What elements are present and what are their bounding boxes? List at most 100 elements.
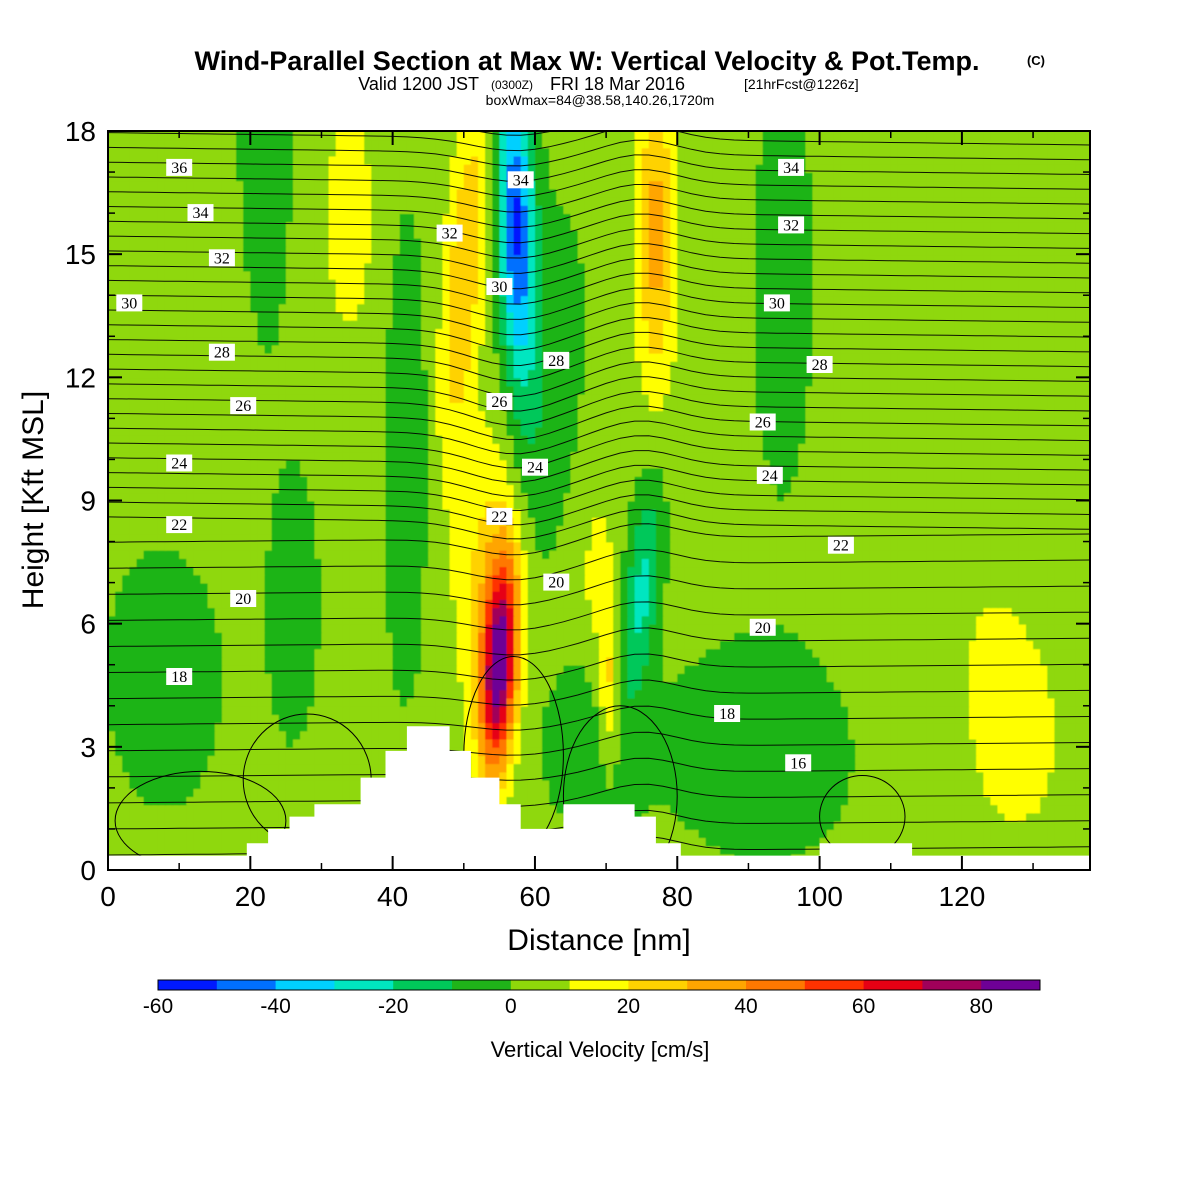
w-cell: [1054, 796, 1063, 806]
w-cell: [1026, 828, 1034, 838]
w-cell: [855, 582, 864, 592]
w-cell: [214, 623, 223, 633]
w-cell: [264, 631, 273, 641]
w-cell: [172, 845, 180, 855]
w-cell: [1026, 796, 1034, 806]
w-cell: [1054, 607, 1063, 617]
w-cell: [855, 796, 864, 806]
w-cell: [221, 779, 230, 789]
w-cell: [634, 640, 643, 650]
w-cell: [755, 763, 764, 773]
w-cell: [670, 828, 679, 838]
w-cell: [919, 730, 928, 740]
w-cell: [214, 828, 223, 838]
w-cell: [591, 714, 600, 724]
w-cell: [648, 779, 657, 789]
w-cell: [314, 738, 323, 748]
w-cell: [584, 755, 593, 765]
w-cell: [229, 796, 237, 806]
w-cell: [221, 820, 230, 830]
w-cell: [720, 664, 728, 674]
w-cell: [727, 648, 736, 658]
w-cell: [762, 804, 771, 814]
w-cell: [129, 714, 138, 724]
w-cell: [300, 631, 309, 641]
w-cell: [720, 845, 728, 855]
w-cell: [812, 787, 821, 797]
w-cell: [129, 771, 138, 781]
w-cell: [1075, 730, 1084, 740]
w-cell: [905, 689, 913, 699]
w-cell: [883, 607, 892, 617]
w-cell: [221, 664, 230, 674]
w-cell: [385, 714, 394, 724]
w-cell: [826, 804, 835, 814]
w-cell: [691, 837, 700, 847]
w-cell: [485, 631, 494, 641]
w-cell: [164, 763, 173, 773]
w-cell: [705, 623, 714, 633]
w-cell: [321, 746, 330, 756]
w-cell: [364, 631, 373, 641]
w-cell: [513, 763, 522, 773]
w-cell: [478, 607, 486, 617]
w-cell: [264, 746, 273, 756]
w-cell: [563, 623, 572, 633]
w-cell: [535, 722, 543, 732]
w-cell: [378, 738, 387, 748]
w-cell: [392, 582, 401, 592]
w-cell: [919, 689, 928, 699]
w-cell: [442, 714, 451, 724]
w-cell: [392, 738, 401, 748]
w-cell: [428, 664, 437, 674]
w-cell: [349, 771, 358, 781]
w-cell: [677, 714, 686, 724]
w-cell: [912, 845, 921, 855]
w-cell: [300, 796, 309, 806]
w-cell: [791, 640, 800, 650]
w-cell: [1040, 599, 1049, 609]
w-cell: [727, 607, 736, 617]
w-cell: [648, 590, 657, 600]
w-cell: [492, 607, 501, 617]
w-cell: [478, 746, 486, 756]
w-cell: [1033, 656, 1042, 666]
forecast-info: [21hrFcst@1226z]: [744, 76, 859, 92]
w-cell: [769, 746, 778, 756]
w-cell: [627, 689, 636, 699]
w-cell: [684, 615, 693, 625]
w-cell: [655, 804, 664, 814]
w-cell: [314, 582, 323, 592]
w-cell: [186, 574, 195, 584]
w-cell: [755, 582, 764, 592]
w-cell: [115, 722, 124, 732]
w-cell: [285, 599, 294, 609]
w-cell: [236, 755, 245, 765]
w-cell: [1026, 845, 1034, 855]
w-cell: [890, 763, 899, 773]
w-cell: [535, 738, 543, 748]
w-cell: [997, 771, 1006, 781]
w-cell: [1018, 771, 1027, 781]
w-cell: [492, 582, 501, 592]
w-cell: [776, 599, 785, 609]
w-cell: [271, 590, 280, 600]
w-cell: [840, 796, 849, 806]
w-cell: [805, 812, 814, 822]
w-cell: [805, 779, 814, 789]
w-cell: [357, 689, 366, 699]
w-cell: [599, 796, 607, 806]
w-cell: [712, 746, 721, 756]
w-cell: [784, 590, 792, 600]
w-cell: [136, 566, 145, 576]
w-cell: [563, 689, 572, 699]
w-cell: [513, 697, 522, 707]
w-cell: [1061, 746, 1070, 756]
w-cell: [584, 631, 593, 641]
w-cell: [734, 837, 743, 847]
w-cell: [741, 697, 750, 707]
w-cell: [364, 664, 373, 674]
w-cell: [869, 820, 878, 830]
w-cell: [1011, 787, 1020, 797]
w-cell: [200, 590, 209, 600]
